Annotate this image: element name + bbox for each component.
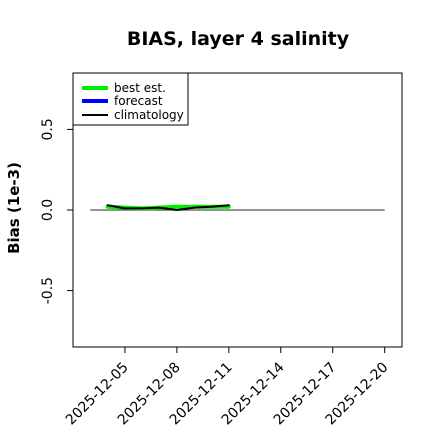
y-axis-label: Bias (1e-3) — [5, 162, 23, 254]
legend-label-best-est: best est. — [114, 81, 166, 95]
y-tick-label: -0.5 — [40, 277, 56, 304]
legend-label-forecast: forecast — [114, 94, 163, 108]
chart-title: BIAS, layer 4 salinity — [127, 28, 350, 50]
y-tick-label: 0.5 — [40, 118, 56, 140]
y-tick-label: 0.0 — [40, 199, 56, 221]
legend-label-climatology: climatology — [114, 108, 184, 122]
legend: best est. forecast climatology — [72, 72, 189, 126]
series-line-climatology — [106, 204, 230, 211]
